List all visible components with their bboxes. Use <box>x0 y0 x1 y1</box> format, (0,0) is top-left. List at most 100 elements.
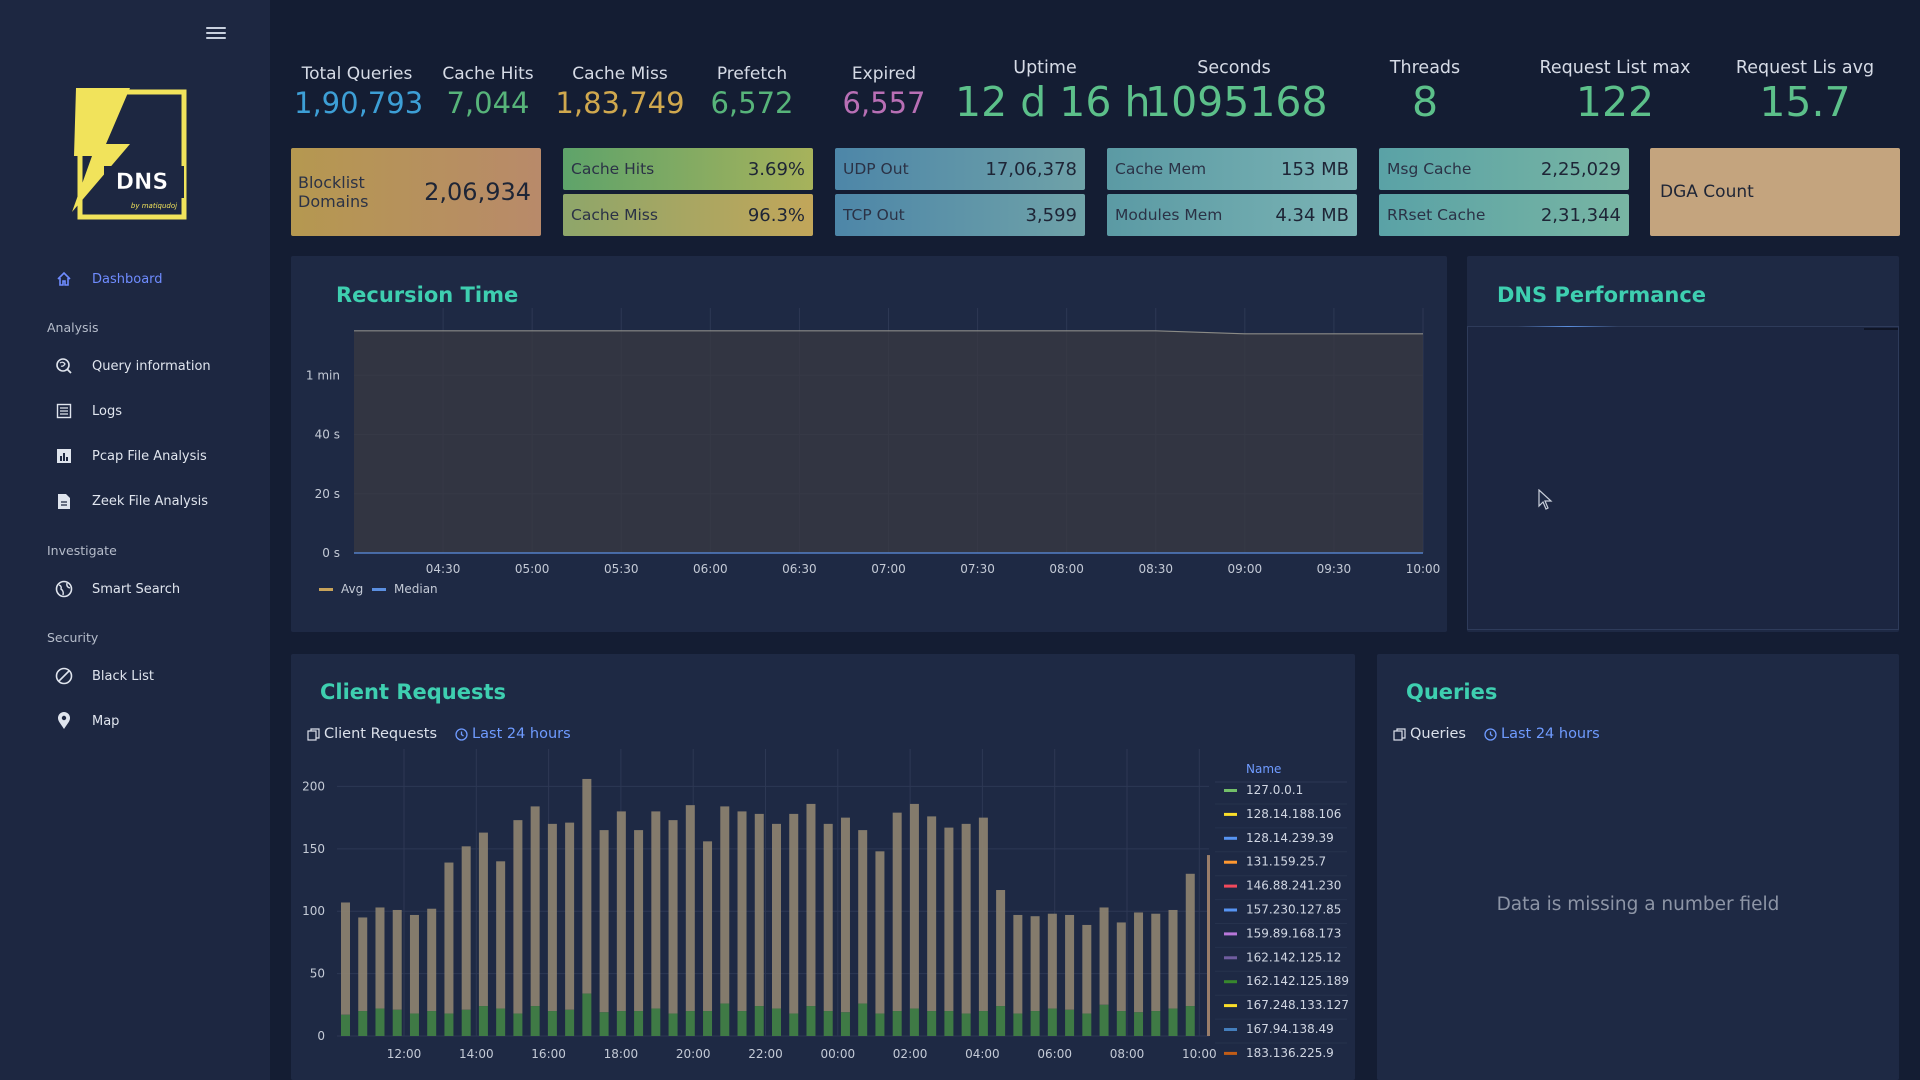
bar-segment-127.0.0.1[interactable] <box>1013 1013 1023 1036</box>
bar-segment-127.0.0.1[interactable] <box>944 1011 954 1036</box>
bar-segment-other[interactable] <box>427 908 437 1012</box>
bar-segment-other[interactable] <box>547 823 557 1012</box>
bar-segment-other[interactable] <box>668 820 678 1014</box>
nav-smart-search[interactable]: Smart Search <box>52 576 180 602</box>
bar-segment-other[interactable] <box>392 909 402 1010</box>
bar-segment-127.0.0.1[interactable] <box>806 1006 816 1036</box>
bar-segment-other[interactable] <box>772 823 781 1009</box>
legend-item[interactable]: 128.14.188.106 <box>1246 807 1341 821</box>
time-range-picker[interactable]: Last 24 hours <box>455 726 571 742</box>
bar-segment-other[interactable] <box>651 811 661 1009</box>
bar-segment-127.0.0.1[interactable] <box>1168 1008 1178 1036</box>
bar-segment-other[interactable] <box>944 827 954 1012</box>
bar-segment-127.0.0.1[interactable] <box>996 1006 1006 1036</box>
legend-item[interactable]: 162.142.125.189 <box>1246 974 1349 988</box>
bar-segment-127.0.0.1[interactable] <box>1151 1011 1161 1036</box>
bar-segment-other[interactable] <box>1185 873 1195 1007</box>
bar-segment-other[interactable] <box>599 830 609 1013</box>
bar-segment-other[interactable] <box>858 830 868 1004</box>
bar-segment-other[interactable] <box>478 832 488 1007</box>
bar-segment-127.0.0.1[interactable] <box>530 1006 540 1036</box>
legend-item[interactable]: 157.230.127.85 <box>1246 903 1341 917</box>
bar-segment-127.0.0.1[interactable] <box>547 1011 557 1036</box>
bar-segment-other[interactable] <box>875 851 885 1014</box>
nav-dashboard[interactable]: Dashboard <box>52 266 163 292</box>
bar-segment-other[interactable] <box>409 914 419 1014</box>
legend-item[interactable]: 167.248.133.127 <box>1246 998 1349 1012</box>
bar-segment-other[interactable] <box>961 823 971 1014</box>
bar-segment-127.0.0.1[interactable] <box>565 1009 575 1036</box>
bar-segment-other[interactable] <box>909 803 919 1009</box>
bar-segment-other[interactable] <box>737 811 747 1012</box>
legend-item[interactable]: 146.88.241.230 <box>1246 879 1341 893</box>
bar-segment-other[interactable] <box>1082 924 1092 1014</box>
bar-segment-other[interactable] <box>358 917 368 1012</box>
bar-segment-127.0.0.1[interactable] <box>427 1011 437 1036</box>
bar-segment-other[interactable] <box>513 820 523 1014</box>
bar-segment-other[interactable] <box>703 841 713 1012</box>
legend-avg[interactable]: Avg <box>341 582 363 596</box>
bar-segment-127.0.0.1[interactable] <box>720 1003 730 1036</box>
bar-segment-127.0.0.1[interactable] <box>858 1003 868 1036</box>
nav-logs[interactable]: Logs <box>52 398 122 424</box>
bar-segment-other[interactable] <box>634 830 644 1012</box>
legend-item[interactable]: 183.136.225.9 <box>1246 1046 1334 1060</box>
bar-segment-127.0.0.1[interactable] <box>978 1011 988 1036</box>
bar-segment-127.0.0.1[interactable] <box>823 1011 833 1036</box>
bar-segment-other[interactable] <box>754 813 764 1007</box>
bar-segment-other[interactable] <box>927 816 937 1012</box>
bar-segment-other[interactable] <box>530 806 540 1007</box>
nav-pcap-file-analysis[interactable]: Pcap File Analysis <box>52 443 207 469</box>
bar-segment-127.0.0.1[interactable] <box>634 1011 644 1036</box>
bar-segment-other[interactable] <box>978 817 988 1012</box>
bar-segment-other[interactable] <box>1099 907 1109 1005</box>
bar-segment-other[interactable] <box>1065 914 1075 1010</box>
legend-header[interactable]: Name <box>1246 762 1281 776</box>
bar-segment-127.0.0.1[interactable] <box>392 1009 402 1036</box>
bar-segment-127.0.0.1[interactable] <box>685 1011 695 1036</box>
bar-segment-other[interactable] <box>720 806 730 1004</box>
bar-segment-other[interactable] <box>1030 916 1040 1012</box>
bar-segment-127.0.0.1[interactable] <box>668 1013 678 1036</box>
legend-median[interactable]: Median <box>394 582 438 596</box>
legend-item[interactable]: 167.94.138.49 <box>1246 1022 1334 1036</box>
recursion-chart[interactable]: 0 s 20 s 40 s 1 min 04:30 05:00 05:30 06:00 06:… <box>291 256 1447 632</box>
bar-segment-127.0.0.1[interactable] <box>892 1011 902 1036</box>
legend-item[interactable]: 127.0.0.1 <box>1246 783 1303 797</box>
bar-segment-127.0.0.1[interactable] <box>616 1011 626 1036</box>
bar-segment-other[interactable] <box>582 778 592 994</box>
legend-item[interactable]: 128.14.239.39 <box>1246 831 1334 845</box>
bar-segment-127.0.0.1[interactable] <box>875 1013 885 1036</box>
legend-item[interactable]: 131.159.25.7 <box>1246 855 1326 869</box>
bar-segment-other[interactable] <box>444 862 454 1014</box>
bar-segment-other[interactable] <box>1047 913 1057 1009</box>
bar-segment-127.0.0.1[interactable] <box>599 1012 609 1036</box>
bar-segment-other[interactable] <box>1168 909 1178 1009</box>
queries-tab[interactable]: Queries <box>1393 726 1466 742</box>
bar-segment-127.0.0.1[interactable] <box>703 1011 713 1036</box>
nav-map[interactable]: Map <box>52 708 119 734</box>
bar-segment-127.0.0.1[interactable] <box>1047 1008 1057 1036</box>
bar-segment-127.0.0.1[interactable] <box>461 1009 471 1036</box>
bar-segment-127.0.0.1[interactable] <box>789 1013 799 1036</box>
bar-segment-other[interactable] <box>840 817 850 1013</box>
bar-segment-other[interactable] <box>341 902 350 1015</box>
bar-segment-127.0.0.1[interactable] <box>909 1008 919 1036</box>
bar-segment-127.0.0.1[interactable] <box>582 993 592 1036</box>
bar-segment-127.0.0.1[interactable] <box>1099 1004 1109 1036</box>
bar-segment-127.0.0.1[interactable] <box>444 1013 454 1036</box>
bar-segment-127.0.0.1[interactable] <box>1030 1011 1040 1036</box>
bar-segment-127.0.0.1[interactable] <box>1116 1011 1126 1036</box>
bar-segment-127.0.0.1[interactable] <box>358 1011 368 1036</box>
bar-segment-127.0.0.1[interactable] <box>737 1011 747 1036</box>
legend-item[interactable]: 159.89.168.173 <box>1246 926 1341 940</box>
bar-segment-127.0.0.1[interactable] <box>375 1008 385 1036</box>
bar-segment-other[interactable] <box>461 846 471 1010</box>
bar-segment-127.0.0.1[interactable] <box>1185 1006 1195 1036</box>
time-range-picker[interactable]: Last 24 hours <box>1484 726 1600 742</box>
dns-performance-frame[interactable] <box>1467 326 1899 630</box>
bar-segment-other[interactable] <box>1013 914 1023 1014</box>
bar-segment-other[interactable] <box>1151 913 1161 1012</box>
bar-segment-127.0.0.1[interactable] <box>840 1012 850 1036</box>
bar-segment-127.0.0.1[interactable] <box>927 1011 937 1036</box>
